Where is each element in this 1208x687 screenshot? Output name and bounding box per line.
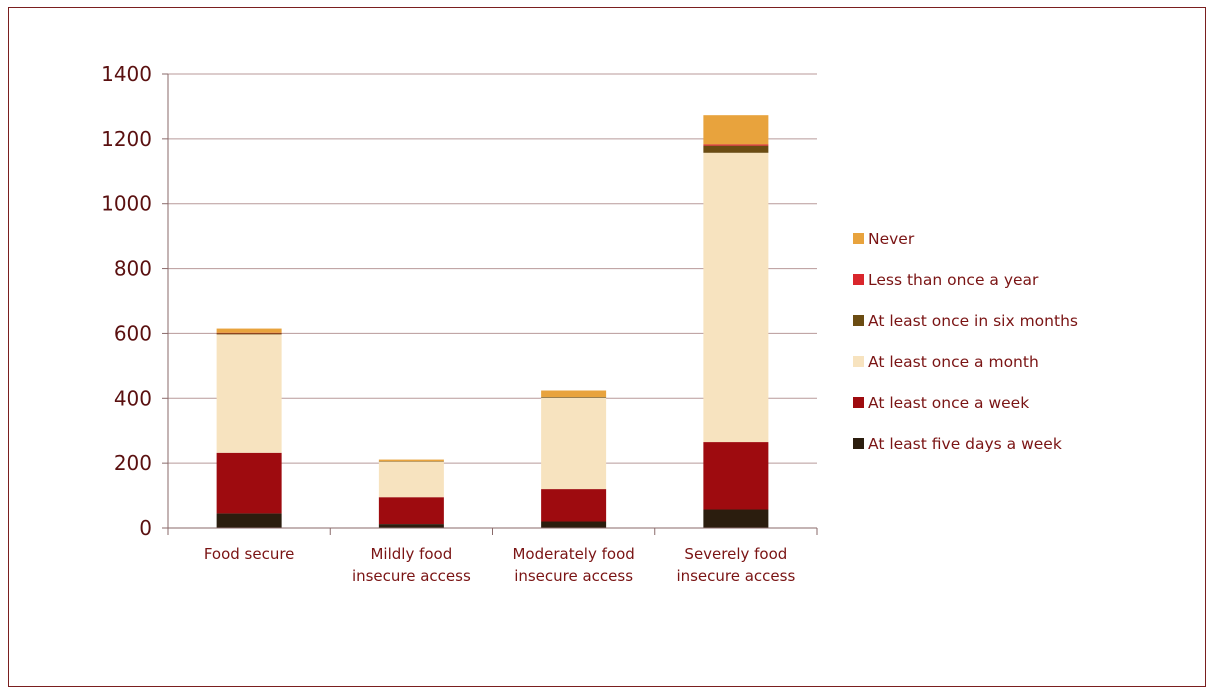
legend-swatch xyxy=(853,233,864,244)
bar-segment xyxy=(541,390,607,397)
bar-segment xyxy=(216,333,282,335)
bar-segment xyxy=(703,145,769,153)
legend-label: Never xyxy=(868,230,915,248)
legend-label: Less than once a year xyxy=(868,271,1039,289)
x-tick-label: Severely food insecure access xyxy=(676,545,795,585)
bar-segment xyxy=(703,442,769,510)
legend-label: At least once a week xyxy=(868,394,1029,412)
bar-segment xyxy=(378,461,444,462)
x-tick-label: Food secure xyxy=(204,545,295,563)
x-tick-label-line: Moderately food xyxy=(512,545,634,563)
bar-segment xyxy=(216,334,282,453)
bar-segment xyxy=(703,509,769,528)
legend-swatch xyxy=(853,315,864,326)
x-tick-label-line: Mildly food xyxy=(370,545,452,563)
bar-segment xyxy=(703,152,769,443)
legend-swatch xyxy=(853,274,864,285)
legend-label: At least once a month xyxy=(868,353,1039,371)
y-tick-label: 200 xyxy=(114,451,152,475)
y-axis-ticks: 0 200 400 600 800 1000 1200 1400 xyxy=(101,62,168,540)
bar-segment xyxy=(216,328,282,333)
chart-frame xyxy=(8,7,1206,687)
bar-segment xyxy=(378,497,444,525)
legend-swatch xyxy=(853,438,864,449)
bar-segment xyxy=(541,489,607,522)
y-tick-label: 0 xyxy=(139,516,152,540)
y-tick-label: 1400 xyxy=(101,62,152,86)
x-tick-label: Mildly food insecure access xyxy=(352,545,471,585)
y-tick-label: 1200 xyxy=(101,127,152,151)
x-tick-label-line: insecure access xyxy=(676,567,795,585)
x-tick-label-line: Food secure xyxy=(204,545,295,563)
bars xyxy=(216,115,769,528)
x-tick-label-line: Severely food xyxy=(684,545,787,563)
bar-segment xyxy=(541,397,607,490)
y-tick-label: 400 xyxy=(114,386,152,410)
bar-segment xyxy=(216,513,282,528)
bar-segment xyxy=(703,115,769,145)
bar-segment xyxy=(378,461,444,498)
x-tick-label: Moderately food insecure access xyxy=(512,545,634,585)
bar-segment xyxy=(378,524,444,528)
bar-segment xyxy=(378,459,444,462)
legend-swatch xyxy=(853,356,864,367)
legend-label: At least five days a week xyxy=(868,435,1062,453)
bar-segment xyxy=(703,144,769,146)
x-tick-label-line: insecure access xyxy=(514,567,633,585)
x-tick-label-line: insecure access xyxy=(352,567,471,585)
legend-swatch xyxy=(853,397,864,408)
y-tick-label: 800 xyxy=(114,257,152,281)
legend: Never Less than once a year At least once … xyxy=(853,230,1078,453)
legend-label: At least once in six months xyxy=(868,312,1078,330)
bar-segment xyxy=(216,332,282,334)
y-tick-label: 600 xyxy=(114,321,152,345)
bar-segment xyxy=(216,452,282,514)
bar-segment xyxy=(541,521,607,528)
bar-segment xyxy=(541,396,607,398)
x-axis-ticks: Food secure Mildly food insecure accessMod… xyxy=(167,528,818,585)
y-tick-label: 1000 xyxy=(101,192,152,216)
